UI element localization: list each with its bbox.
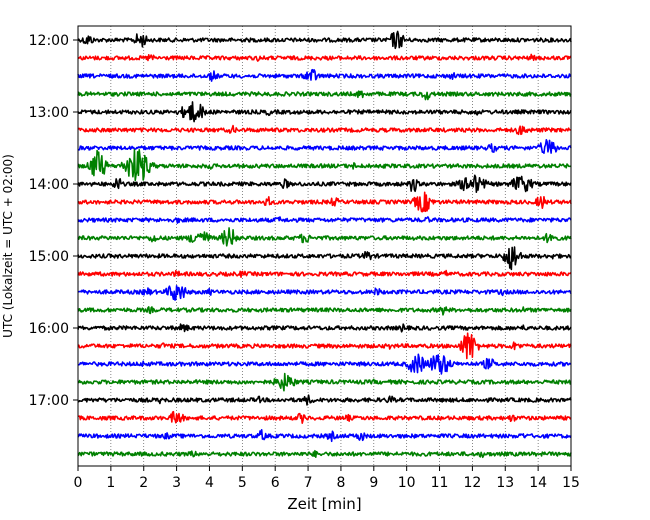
seismogram-trace [77, 410, 572, 424]
y-axis-label: UTC (Lokalzeit = UTC + 02:00) [1, 154, 15, 338]
x-tick-label: 11 [431, 475, 449, 491]
seismogram-trace [77, 306, 572, 316]
seismogram-trace [77, 449, 572, 459]
seismogram-trace [77, 148, 572, 182]
seismogram-trace [77, 284, 572, 301]
x-tick-label: 3 [172, 475, 181, 491]
seismogram-traces [77, 30, 572, 459]
x-tick-label: 5 [238, 475, 247, 491]
y-tick-label: 12:00 [29, 33, 69, 49]
seismogram-trace [77, 90, 572, 101]
seismogram-trace [77, 30, 572, 50]
plot-frame [77, 25, 572, 467]
seismogram-trace [77, 216, 572, 224]
seismogram-trace [77, 332, 572, 360]
seismogram-trace [77, 353, 572, 375]
x-tick-label: 6 [271, 475, 280, 491]
seismogram-trace [77, 323, 572, 333]
x-tick-label: 2 [139, 475, 148, 491]
x-tick-label: 8 [336, 475, 345, 491]
x-tick-label: 0 [74, 475, 83, 491]
x-tick-label: 13 [496, 475, 514, 491]
seismogram-trace [77, 124, 572, 136]
x-axis-label: Zeit [min] [287, 495, 361, 513]
x-axis-ticks: 0 1 2 3 4 5 6 7 8 9 10 11 12 13 14 15 [74, 466, 580, 491]
x-tick-label: 9 [369, 475, 378, 491]
x-tick-label: 12 [463, 475, 481, 491]
seismogram-trace [77, 269, 572, 278]
y-tick-label: 16:00 [29, 321, 69, 337]
seismogram-trace [77, 428, 572, 443]
x-tick-label: 15 [562, 475, 580, 491]
seismogram-trace [77, 53, 572, 62]
seismogram-trace [77, 68, 572, 82]
x-tick-label: 4 [205, 475, 214, 491]
vertical-gridlines [110, 26, 539, 466]
y-tick-label: 14:00 [29, 177, 69, 193]
x-tick-label: 7 [304, 475, 313, 491]
x-tick-label: 14 [529, 475, 547, 491]
seismogram-trace [77, 227, 572, 247]
y-tick-label: 15:00 [29, 249, 69, 265]
y-tick-label: 13:00 [29, 105, 69, 121]
seismogram-trace [77, 372, 572, 392]
seismogram-trace [77, 138, 572, 154]
y-axis-ticks: 12:00 13:00 14:00 15:00 16:00 17:00 [29, 33, 78, 409]
x-tick-label: 1 [106, 475, 115, 491]
y-tick-label: 17:00 [29, 393, 69, 409]
seismogram-trace [77, 101, 572, 123]
seismogram-trace [77, 191, 572, 213]
seismogram-trace [77, 246, 572, 271]
x-tick-label: 10 [398, 475, 416, 491]
seismogram-trace [77, 394, 572, 406]
seismogram-trace [77, 174, 572, 194]
